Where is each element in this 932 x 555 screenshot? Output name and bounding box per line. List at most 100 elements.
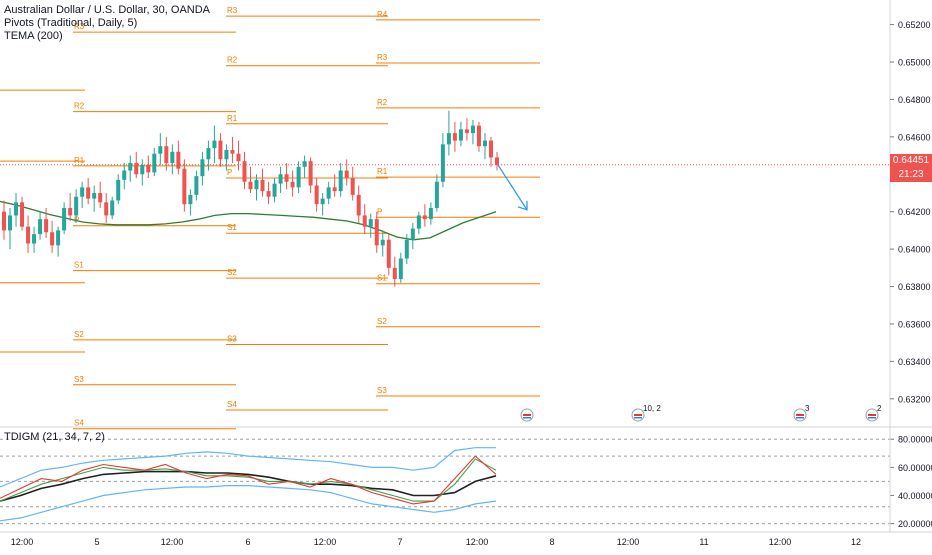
candle-body[interactable] — [206, 148, 211, 160]
candle-body[interactable] — [8, 215, 13, 231]
candle-body[interactable] — [44, 219, 49, 233]
projection-arrow[interactable] — [497, 164, 528, 211]
candle-body[interactable] — [110, 200, 115, 216]
oscillator-label[interactable]: TDIGM (21, 34, 7, 2) — [4, 431, 105, 443]
candle-body[interactable] — [392, 267, 397, 280]
candle-body[interactable] — [188, 194, 193, 205]
candle-body[interactable] — [332, 187, 337, 192]
candle-body[interactable] — [236, 153, 241, 162]
tema-indicator-label[interactable]: TEMA (200) — [4, 30, 63, 42]
candle-body[interactable] — [404, 239, 409, 259]
candle-body[interactable] — [296, 166, 301, 188]
candle-body[interactable] — [128, 163, 133, 171]
arrow-shaft[interactable] — [497, 164, 528, 211]
candle-body[interactable] — [104, 202, 109, 216]
candle-body[interactable] — [458, 129, 463, 141]
candle-body[interactable] — [230, 149, 235, 154]
candle-body[interactable] — [284, 174, 289, 182]
candle-body[interactable] — [488, 140, 493, 158]
candle-body[interactable] — [380, 239, 385, 246]
candle-body[interactable] — [62, 207, 67, 231]
candle-body[interactable] — [146, 164, 151, 173]
candle-body[interactable] — [98, 192, 103, 203]
pivot-label-s2: S2 — [74, 330, 84, 339]
candle-body[interactable] — [446, 133, 451, 145]
countdown-tag: 21:23 — [890, 168, 932, 182]
candle-body[interactable] — [26, 226, 31, 244]
candle-body[interactable] — [164, 146, 169, 164]
candle-body[interactable] — [266, 191, 271, 197]
candle-body[interactable] — [428, 207, 433, 220]
time-tick-label: 12:00 — [769, 537, 792, 547]
candle-body[interactable] — [434, 181, 439, 208]
candle-body[interactable] — [122, 170, 127, 180]
candle-body[interactable] — [386, 239, 391, 268]
price-tick-label: 0.65200 — [898, 20, 931, 30]
candle-body[interactable] — [398, 258, 403, 280]
candle-body[interactable] — [290, 181, 295, 188]
candle-body[interactable] — [416, 215, 421, 229]
candle-body[interactable] — [194, 176, 199, 195]
candle-body[interactable] — [74, 196, 79, 216]
candle-body[interactable] — [38, 219, 43, 235]
candle-body[interactable] — [302, 161, 307, 167]
candle-body[interactable] — [224, 149, 229, 160]
candle-body[interactable] — [374, 219, 379, 246]
pivot-label-r4: R4 — [377, 10, 388, 19]
candle-body[interactable] — [254, 179, 259, 190]
candle-body[interactable] — [338, 170, 343, 192]
symbol-title[interactable]: Australian Dollar / U.S. Dollar, 30, OAN… — [4, 4, 211, 16]
candle-body[interactable] — [86, 187, 91, 199]
candle-body[interactable] — [140, 164, 145, 175]
candle-body[interactable] — [452, 133, 457, 141]
candle-body[interactable] — [476, 125, 481, 147]
candles[interactable] — [2, 110, 499, 287]
candle-body[interactable] — [218, 140, 223, 160]
candle-body[interactable] — [410, 228, 415, 240]
candle-body[interactable] — [158, 146, 163, 154]
event-markers[interactable]: 10, 2 3 2 — [520, 404, 882, 422]
candle-body[interactable] — [200, 159, 205, 177]
candle-body[interactable] — [320, 198, 325, 205]
candle-body[interactable] — [152, 153, 157, 173]
candle-body[interactable] — [344, 170, 349, 179]
candle-body[interactable] — [80, 187, 85, 197]
candle-body[interactable] — [422, 215, 427, 220]
candle-body[interactable] — [350, 178, 355, 195]
candle-body[interactable] — [482, 140, 487, 147]
candle-body[interactable] — [470, 125, 475, 134]
candle-body[interactable] — [260, 179, 265, 192]
candle-body[interactable] — [326, 187, 331, 199]
candle-body[interactable] — [464, 129, 469, 134]
candle-body[interactable] — [32, 234, 37, 244]
candle-body[interactable] — [2, 211, 6, 231]
candle-body[interactable] — [14, 202, 19, 216]
candle-body[interactable] — [50, 232, 55, 246]
candle-body[interactable] — [368, 219, 373, 227]
candle-body[interactable] — [495, 157, 499, 165]
candle-body[interactable] — [116, 179, 121, 201]
candle-body[interactable] — [242, 161, 247, 182]
candle-body[interactable] — [278, 174, 283, 184]
candle-body[interactable] — [362, 215, 367, 227]
pivots-indicator-label[interactable]: Pivots (Traditional, Daily, 5) — [4, 17, 138, 29]
candle-body[interactable] — [170, 151, 175, 164]
candle-body[interactable] — [248, 181, 253, 190]
candle-body[interactable] — [440, 144, 445, 182]
candle-body[interactable] — [92, 192, 97, 199]
candle-body[interactable] — [314, 185, 319, 205]
candle-body[interactable] — [176, 151, 181, 169]
candle-body[interactable] — [308, 161, 313, 186]
arrow-head[interactable] — [517, 200, 528, 211]
oscillator-panel[interactable]: 80.00000 60.00000 40.00000 20.00000 — [0, 435, 932, 529]
candle-body[interactable] — [20, 202, 25, 227]
candle-body[interactable] — [272, 183, 277, 197]
candle-body[interactable] — [68, 207, 73, 216]
candle-body[interactable] — [182, 168, 187, 205]
candle-body[interactable] — [56, 230, 61, 246]
candle-body[interactable] — [212, 140, 217, 149]
candle-body[interactable] — [134, 163, 139, 175]
candle-body[interactable] — [356, 194, 361, 216]
